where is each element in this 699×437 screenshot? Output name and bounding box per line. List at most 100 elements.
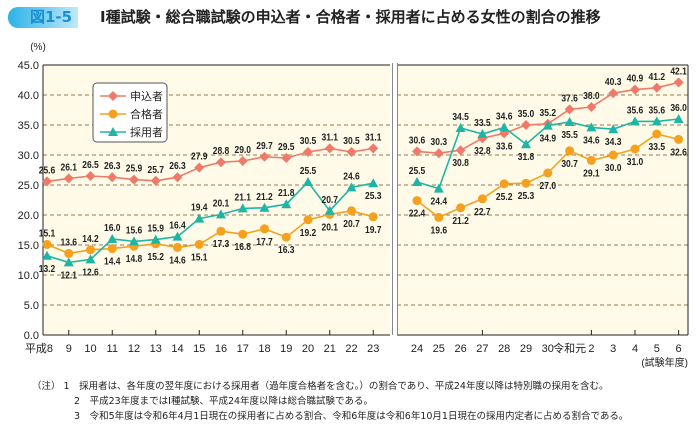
data-label: 21.2 [256,191,273,202]
circle-marker [216,226,226,236]
data-label: 16.8 [234,242,251,253]
x-tick-label: 11 [107,343,118,355]
x-tick-label: 令和元 [553,341,586,355]
triangle-marker [630,116,640,126]
x-tick-label: 22 [345,343,357,355]
circle-marker [412,196,422,206]
y-tick-label: 5.0 [24,300,39,312]
y-tick-label: 20.0 [18,210,39,222]
x-axis-label: (試験年度) [641,356,688,369]
circle-marker [368,212,378,222]
notes: （注） 1 採用者は、各年度の翌年度における採用者（過年度合格者を含む。）の割合… [32,379,628,424]
data-label: 29.7 [256,140,273,151]
circle-marker [456,203,466,213]
x-tick-label: 27 [476,343,488,355]
data-label: 34.3 [605,137,622,148]
data-label: 17.7 [256,236,273,247]
diamond-marker [150,175,161,186]
circle-marker [194,239,204,249]
series-line [46,147,374,183]
triangle-marker [216,209,226,219]
data-label: 21.8 [278,188,295,199]
circle-marker [42,239,52,249]
data-label: 25.3 [365,191,382,202]
triangle-marker [42,250,52,260]
circle-marker [64,248,74,258]
triangle-marker [368,178,379,188]
triangle-marker [129,236,139,246]
data-label: 20.7 [343,218,360,229]
data-label: 19.4 [191,202,208,213]
triangle-marker [542,120,553,130]
triangle-marker [303,177,313,186]
y-tick-label: 10.0 [18,270,39,282]
x-tick-label: 12 [128,343,140,355]
triangle-marker [324,205,335,215]
data-label: 27.9 [191,151,208,162]
circle-marker [543,168,553,178]
data-label: 30.5 [300,135,317,146]
data-label: 25.5 [409,165,426,176]
x-tick-label: 6 [676,343,682,355]
triangle-marker [346,182,357,192]
diamond-marker [324,143,335,154]
line-chart: 0.0 5.0 10.0 15.0 20.0 25.0 30.0 35.0 40.0 45.0 (%… [18,42,689,369]
data-label: 15.1 [191,252,208,263]
circle-marker [238,229,248,239]
data-label: 38.0 [583,90,600,101]
x-tick-label: 10 [84,343,96,355]
circle-marker [477,194,487,204]
diamond-marker [237,156,248,166]
data-label: 40.9 [627,73,644,84]
data-label: 25.6 [39,165,56,176]
diamond-marker [608,88,619,99]
data-label: 16.4 [169,220,186,231]
circle-marker [652,129,662,139]
data-label: 15.2 [147,251,164,262]
x-tick-label: 23 [367,343,379,355]
triangle-marker [477,129,488,138]
triangle-marker [85,254,96,264]
y-tick-label: 15.0 [18,240,39,252]
x-tick-label: 3 [610,343,616,355]
triangle-marker [172,231,183,241]
data-label: 15.6 [126,225,143,236]
data-label: 26.1 [60,162,77,173]
data-label: 14.2 [82,233,99,244]
note-1: （注） 1 採用者は、各年度の翌年度における採用者（過年度合格者を含む。）の割合… [32,379,628,394]
x-tick-label: 15 [193,343,205,355]
data-label: 15.1 [39,228,56,239]
y-tick-label: 35.0 [18,120,39,132]
triangle-marker [194,213,205,223]
data-label: 27.0 [540,180,557,191]
data-label: 20.1 [321,222,338,233]
data-label: 13.2 [39,263,56,274]
data-label: 19.2 [300,227,317,238]
triangle-marker [281,199,292,209]
x-tick-label: 19 [280,343,292,355]
diamond-marker [194,162,205,173]
triangle-marker [499,122,510,132]
circle-marker [260,224,269,234]
data-label: 33.5 [649,141,666,152]
data-label: 25.9 [126,163,143,174]
data-label: 21.2 [452,215,469,226]
data-label: 25.3 [518,191,535,202]
data-label: 32.8 [474,146,491,157]
data-label: 34.6 [583,135,600,146]
data-label: 35.2 [540,107,557,118]
note-prefix: （注） [32,381,61,392]
data-label: 20.7 [321,194,338,205]
y-tick-label: 25.0 [18,180,39,192]
triangle-marker [237,203,248,213]
triangle-marker [651,116,662,126]
data-label: 30.8 [452,158,469,169]
circle-marker [347,206,356,216]
data-label: 30.0 [605,162,622,173]
diamond-marker [42,176,52,187]
data-label: 35.6 [627,105,644,116]
data-label: 25.5 [300,165,317,176]
data-label: 16.3 [278,245,295,256]
